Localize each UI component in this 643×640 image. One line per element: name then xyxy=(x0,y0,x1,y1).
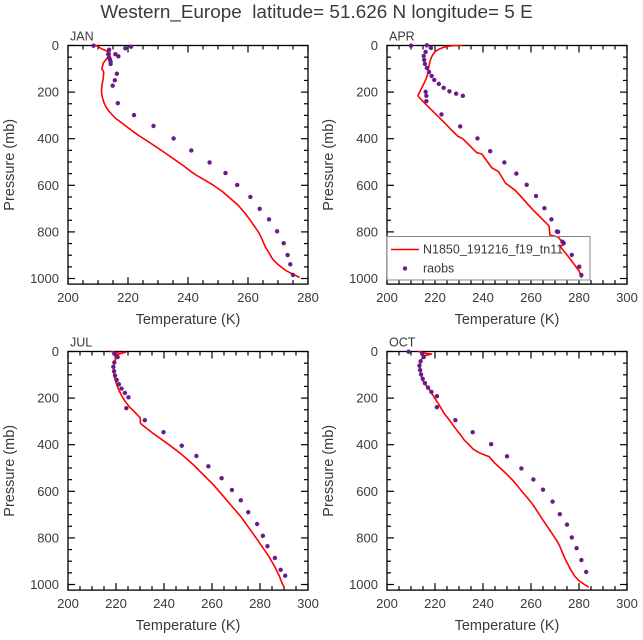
svg-text:OCT: OCT xyxy=(389,335,416,349)
svg-text:Pressure (mb): Pressure (mb) xyxy=(321,119,337,211)
svg-text:800: 800 xyxy=(37,530,59,545)
svg-text:800: 800 xyxy=(356,224,378,239)
svg-text:280: 280 xyxy=(297,290,319,305)
svg-text:200: 200 xyxy=(376,290,398,305)
svg-text:280: 280 xyxy=(249,596,271,611)
svg-text:0: 0 xyxy=(371,344,378,359)
svg-text:220: 220 xyxy=(105,596,127,611)
svg-text:200: 200 xyxy=(57,290,79,305)
svg-text:Pressure (mb): Pressure (mb) xyxy=(2,424,18,516)
svg-text:600: 600 xyxy=(37,483,59,498)
svg-text:200: 200 xyxy=(37,390,59,405)
svg-text:300: 300 xyxy=(616,596,638,611)
svg-text:1000: 1000 xyxy=(30,271,59,286)
svg-text:400: 400 xyxy=(37,437,59,452)
svg-text:raobs: raobs xyxy=(423,262,454,276)
svg-text:400: 400 xyxy=(356,437,378,452)
svg-text:1000: 1000 xyxy=(30,577,59,592)
svg-text:N1850_191216_f19_tn11: N1850_191216_f19_tn11 xyxy=(423,243,563,257)
svg-text:200: 200 xyxy=(37,85,59,100)
svg-text:240: 240 xyxy=(177,290,199,305)
svg-text:200: 200 xyxy=(57,596,79,611)
svg-text:260: 260 xyxy=(520,290,542,305)
svg-text:600: 600 xyxy=(356,483,378,498)
svg-text:1000: 1000 xyxy=(349,577,378,592)
svg-text:0: 0 xyxy=(371,38,378,53)
svg-text:600: 600 xyxy=(356,178,378,193)
svg-text:0: 0 xyxy=(52,344,59,359)
svg-text:240: 240 xyxy=(153,596,175,611)
svg-text:240: 240 xyxy=(472,290,494,305)
svg-text:300: 300 xyxy=(616,290,638,305)
svg-text:200: 200 xyxy=(356,85,378,100)
svg-text:Temperature (K): Temperature (K) xyxy=(455,618,560,634)
svg-text:260: 260 xyxy=(520,596,542,611)
svg-text:0: 0 xyxy=(52,38,59,53)
svg-text:200: 200 xyxy=(376,596,398,611)
svg-text:APR: APR xyxy=(389,30,415,44)
svg-text:JAN: JAN xyxy=(70,30,94,44)
svg-text:800: 800 xyxy=(356,530,378,545)
svg-text:JUL: JUL xyxy=(70,335,92,349)
svg-text:Pressure (mb): Pressure (mb) xyxy=(321,424,337,516)
svg-text:220: 220 xyxy=(117,290,139,305)
svg-text:Pressure (mb): Pressure (mb) xyxy=(2,119,18,211)
svg-text:200: 200 xyxy=(356,390,378,405)
svg-text:220: 220 xyxy=(424,596,446,611)
svg-text:260: 260 xyxy=(237,290,259,305)
svg-text:300: 300 xyxy=(297,596,319,611)
svg-text:600: 600 xyxy=(37,178,59,193)
svg-text:260: 260 xyxy=(201,596,223,611)
svg-text:Temperature (K): Temperature (K) xyxy=(136,618,241,634)
svg-text:220: 220 xyxy=(424,290,446,305)
svg-text:800: 800 xyxy=(37,224,59,239)
svg-text:400: 400 xyxy=(37,131,59,146)
svg-text:280: 280 xyxy=(568,290,590,305)
svg-text:1000: 1000 xyxy=(349,271,378,286)
svg-text:400: 400 xyxy=(356,131,378,146)
svg-text:280: 280 xyxy=(568,596,590,611)
svg-text:240: 240 xyxy=(472,596,494,611)
